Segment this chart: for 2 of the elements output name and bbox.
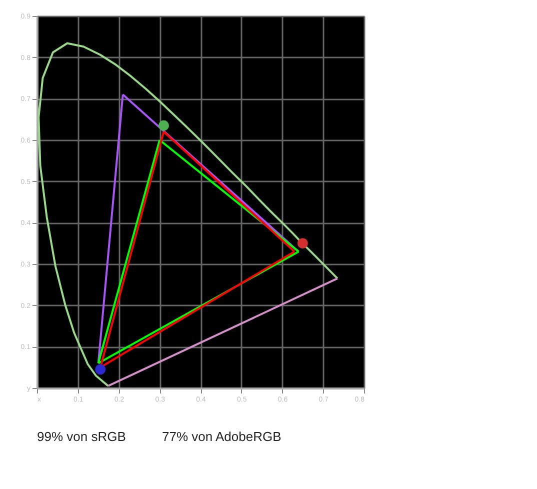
- text: 77% von AdobeRGB: [162, 429, 282, 444]
- text: 99% von sRGB: [37, 429, 126, 444]
